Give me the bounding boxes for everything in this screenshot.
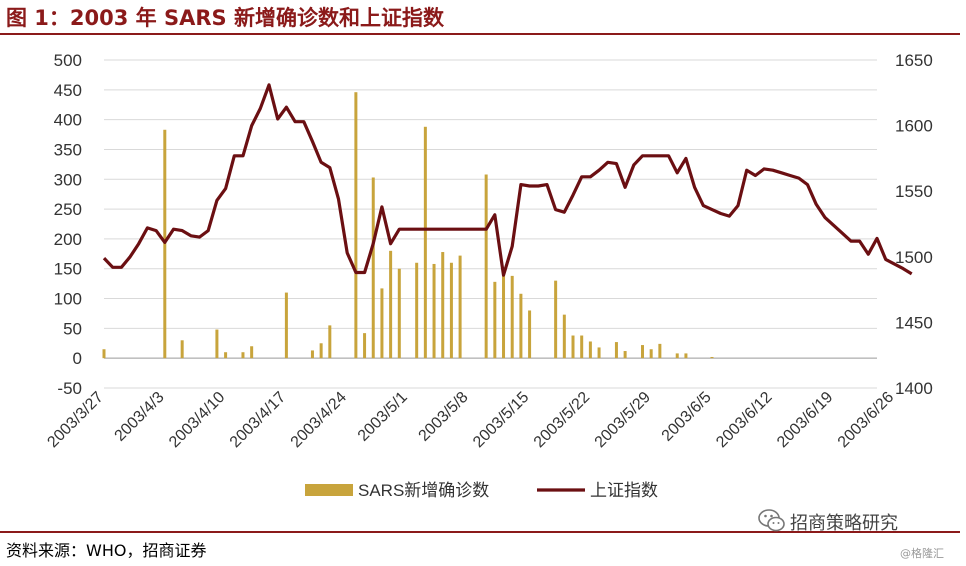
- watermark-name: 招商策略研究: [790, 513, 898, 534]
- sars-bar: [571, 335, 575, 359]
- sars-bar: [215, 329, 219, 359]
- left-tick-label: 50: [63, 319, 82, 338]
- sars-bar: [102, 349, 106, 359]
- sars-bar: [389, 250, 393, 359]
- left-tick-label: 350: [54, 140, 82, 159]
- legend-label-line: 上证指数: [590, 481, 658, 500]
- left-tick-label: 150: [54, 260, 82, 279]
- sars-bar: [310, 350, 314, 359]
- sars-bar: [658, 343, 662, 359]
- legend-label-bar: SARS新增确诊数: [358, 481, 489, 500]
- title-divider: [0, 33, 960, 35]
- x-tick-label: 2003/6/19: [774, 389, 836, 451]
- x-tick-label: 2003/5/8: [416, 389, 472, 445]
- index-line-path: [102, 83, 913, 277]
- x-tick-label: 2003/6/26: [835, 389, 897, 451]
- sars-bar: [250, 346, 254, 359]
- x-tick-label: 2003/6/5: [659, 389, 715, 445]
- left-tick-label: 450: [54, 81, 82, 100]
- x-tick-label: 2003/5/29: [592, 389, 654, 451]
- sars-bar: [371, 177, 375, 359]
- sars-bar: [432, 263, 436, 359]
- sars-bar: [510, 275, 514, 359]
- chart-title: 图 1：2003 年 SARS 新增确诊数和上证指数: [6, 6, 444, 30]
- source-note: 资料来源：WHO，招商证券: [6, 541, 207, 560]
- sars-bar: [423, 126, 427, 359]
- sars-bar: [449, 262, 453, 359]
- sars-bar: [241, 352, 245, 359]
- sars-bars: [102, 92, 714, 359]
- sars-bar: [354, 92, 358, 359]
- sars-bar: [623, 351, 627, 359]
- sars-bar: [562, 314, 566, 359]
- left-tick-label: 500: [54, 51, 82, 70]
- sars-bar: [493, 281, 497, 359]
- legend-swatch-bar: [305, 484, 353, 496]
- index-line: [102, 83, 913, 277]
- sars-bar: [614, 342, 618, 359]
- sars-bar: [502, 268, 506, 359]
- right-tick-label: 1550: [895, 182, 933, 201]
- sars-bar: [528, 310, 532, 359]
- gridlines: [104, 59, 877, 389]
- left-tick-label: 200: [54, 230, 82, 249]
- x-tick-label: 2003/4/10: [166, 389, 228, 451]
- legend: SARS新增确诊数 上证指数: [305, 481, 658, 500]
- sars-bar: [458, 255, 462, 359]
- x-tick-label: 2003/3/27: [44, 389, 106, 451]
- right-axis-ticks: 1650 1600 1550 1500 1450 1400: [895, 51, 933, 398]
- sars-bar: [640, 345, 644, 359]
- left-tick-label: 300: [54, 170, 82, 189]
- sars-bar: [554, 280, 558, 359]
- x-tick-label: 2003/6/12: [713, 389, 775, 451]
- left-tick-label: 100: [54, 290, 82, 309]
- sars-bar: [224, 352, 228, 359]
- sars-bar: [484, 174, 488, 359]
- x-tick-label: 2003/5/15: [470, 389, 532, 451]
- right-tick-label: 1500: [895, 248, 933, 267]
- sars-bar: [580, 335, 584, 359]
- right-tick-label: 1650: [895, 51, 933, 70]
- x-tick-label: 2003/4/3: [112, 389, 168, 445]
- x-tick-label: 2003/4/17: [227, 389, 289, 451]
- sars-bar: [441, 252, 445, 359]
- sars-bar: [684, 353, 688, 359]
- right-tick-label: 1450: [895, 313, 933, 332]
- sars-bar: [415, 262, 419, 359]
- sars-bar: [675, 353, 679, 359]
- footer-divider: [0, 531, 960, 533]
- sars-bar: [649, 349, 653, 359]
- watermark-sub: @格隆汇: [900, 547, 944, 560]
- sars-bar: [710, 356, 714, 359]
- sars-bar: [328, 325, 332, 359]
- sars-bar: [380, 288, 384, 359]
- x-tick-label: 2003/5/1: [355, 389, 411, 445]
- left-tick-label: 0: [73, 349, 82, 368]
- sars-bar: [319, 343, 323, 359]
- x-tick-label: 2003/4/24: [288, 389, 350, 451]
- sars-bar: [180, 340, 184, 359]
- wechat-icon: [758, 509, 785, 532]
- x-axis-ticks: 2003/3/27 2003/4/32003/4/102003/4/172003/…: [44, 389, 897, 451]
- sars-bar: [363, 333, 367, 359]
- right-tick-label: 1600: [895, 117, 933, 136]
- sars-bar: [519, 293, 523, 359]
- left-tick-label: 400: [54, 111, 82, 130]
- x-tick-label: 2003/5/22: [531, 389, 593, 451]
- sars-bar: [284, 292, 288, 359]
- right-tick-label: 1400: [895, 379, 933, 398]
- sars-bar: [588, 341, 592, 359]
- left-tick-label: 250: [54, 200, 82, 219]
- sars-bar: [397, 268, 401, 359]
- sars-bar: [597, 347, 601, 359]
- left-tick-label: -50: [57, 379, 82, 398]
